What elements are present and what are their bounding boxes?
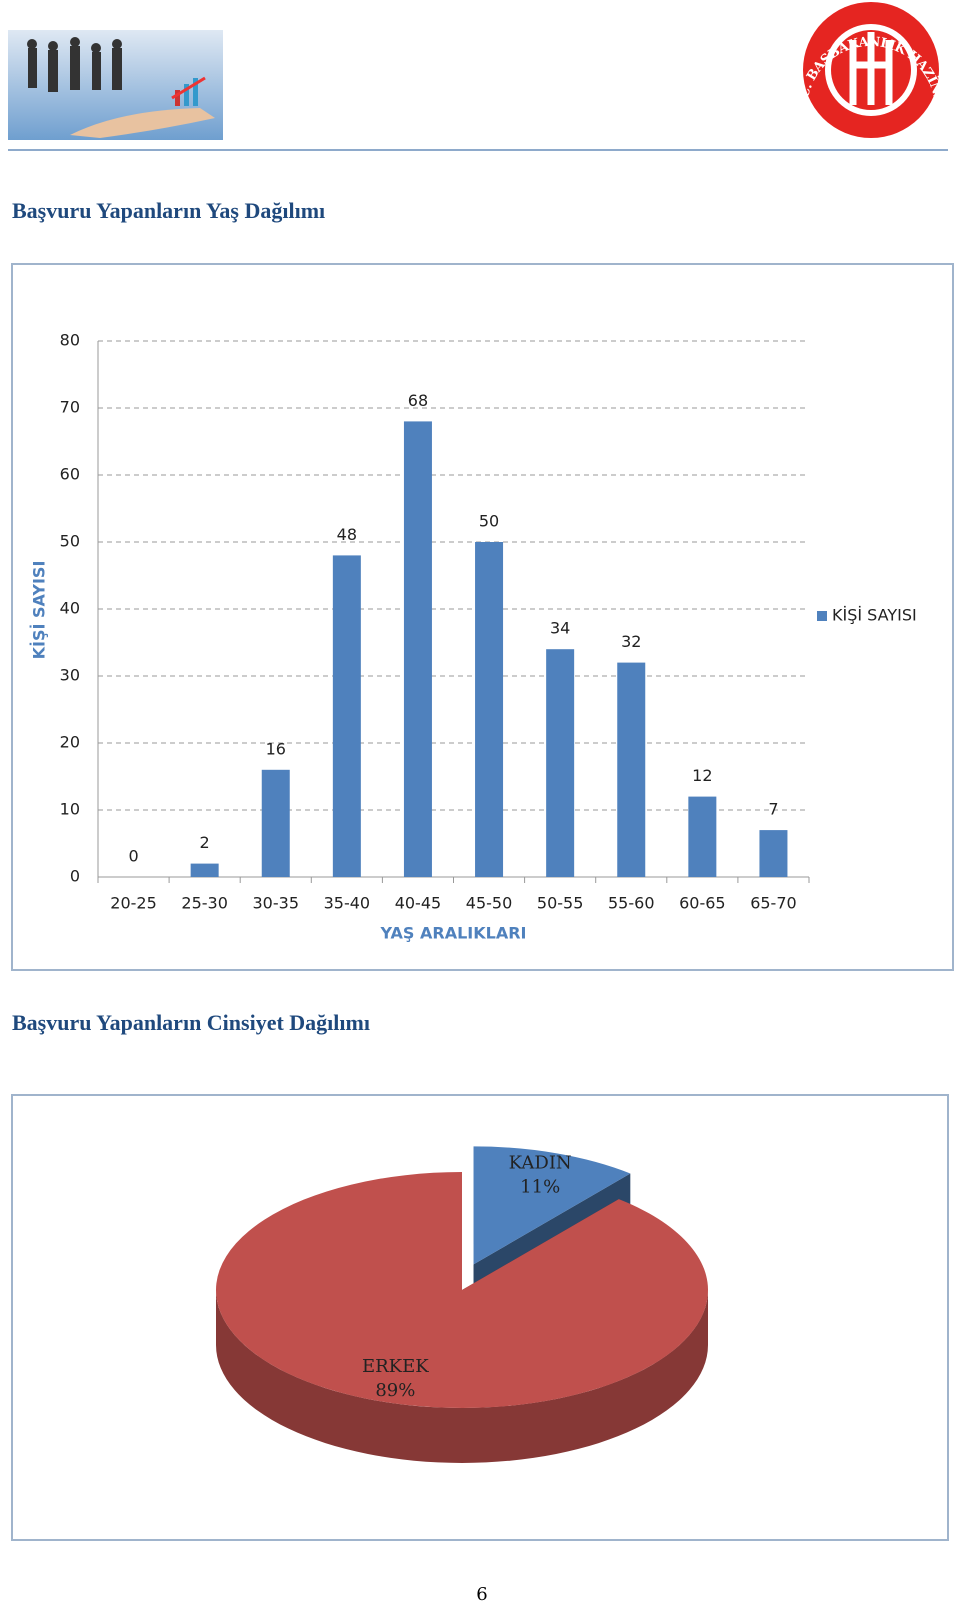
pie-value-label: 89%	[375, 1380, 415, 1401]
bar	[332, 555, 361, 877]
y-tick-label: 70	[60, 398, 80, 417]
y-tick-label: 0	[70, 867, 80, 886]
pie-side	[216, 1290, 708, 1463]
bar	[475, 542, 504, 877]
x-tick-label: 65-70	[750, 894, 797, 913]
x-axis-label: YAŞ ARALIKLARI	[379, 924, 526, 943]
bar	[759, 830, 788, 877]
x-tick-label: 55-60	[608, 894, 655, 913]
x-tick-label: 50-55	[537, 894, 584, 913]
data-label: 0	[128, 847, 138, 866]
pie-label: ERKEK	[362, 1356, 429, 1377]
pie-slice	[473, 1146, 631, 1265]
data-label: 32	[621, 632, 641, 651]
legend-swatch	[817, 611, 827, 621]
bar	[688, 796, 717, 877]
y-tick-label: 50	[60, 532, 80, 551]
x-tick-label: 40-45	[395, 894, 442, 913]
pie-slice	[215, 1172, 708, 1409]
section-title: Başvuru Yapanların Cinsiyet Dağılımı	[12, 1010, 370, 1035]
y-tick-label: 60	[60, 465, 80, 484]
pie-value-label: 11%	[520, 1177, 560, 1198]
header-photo	[8, 30, 223, 140]
y-tick-label: 20	[60, 733, 80, 752]
y-tick-label: 30	[60, 666, 80, 685]
x-tick-label: 20-25	[110, 894, 157, 913]
section-title: Başvuru Yapanların Yaş Dağılımı	[12, 198, 325, 223]
x-tick-label: 25-30	[181, 894, 228, 913]
x-tick-label: 30-35	[253, 894, 300, 913]
bar	[546, 649, 575, 877]
data-label: 16	[266, 739, 286, 758]
x-tick-label: 45-50	[466, 894, 513, 913]
data-label: 7	[768, 800, 778, 819]
page-number: 6	[476, 1584, 487, 1605]
legend-label: KİŞİ SAYISI	[832, 606, 917, 625]
data-label: 2	[200, 833, 210, 852]
data-label: 50	[479, 512, 499, 531]
y-tick-label: 80	[60, 331, 80, 350]
bar	[403, 421, 432, 877]
x-tick-label: 60-65	[679, 894, 726, 913]
x-tick-label: 35-40	[324, 894, 371, 913]
bar	[261, 769, 290, 877]
data-label: 48	[337, 525, 357, 544]
data-label: 12	[692, 766, 712, 785]
bar	[617, 662, 646, 877]
pie-label: KADIN	[509, 1153, 572, 1174]
y-axis-label: KİŞİ SAYISI	[30, 561, 49, 660]
data-label: 34	[550, 619, 570, 638]
y-tick-label: 40	[60, 599, 80, 618]
data-label: 68	[408, 391, 428, 410]
bar	[190, 863, 219, 877]
y-tick-label: 10	[60, 800, 80, 819]
